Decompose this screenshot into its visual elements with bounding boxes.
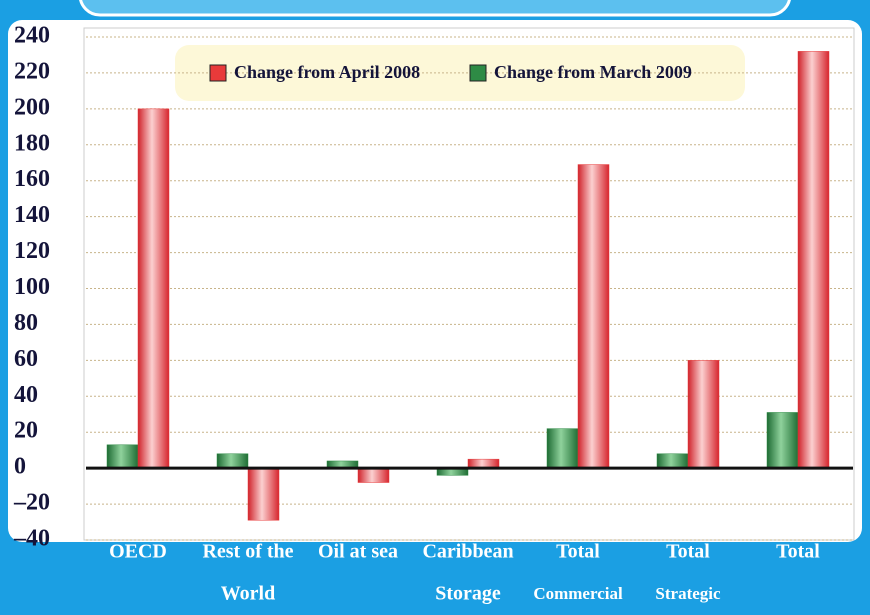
x-tick-label: OECD — [109, 541, 167, 563]
bar — [357, 467, 390, 483]
x-tick-label: Oil at sea — [318, 541, 398, 563]
legend-swatch — [469, 64, 487, 82]
y-tick-label: 80 — [14, 310, 38, 336]
y-tick-label: 180 — [14, 130, 50, 156]
legend-label: Change from April 2008 — [234, 62, 420, 82]
x-tick-label: Total — [666, 541, 710, 563]
x-tick-label: Strategic — [655, 584, 721, 603]
bar — [546, 428, 579, 469]
bar — [216, 453, 249, 469]
y-tick-label: –20 — [13, 490, 50, 516]
y-tick-label: 100 — [14, 274, 50, 300]
x-tick-label: Total — [556, 541, 600, 563]
y-tick-label: 20 — [14, 418, 38, 444]
plot-area — [83, 27, 855, 541]
y-tick-label: 200 — [14, 94, 50, 120]
title-banner — [79, 0, 791, 17]
bar — [577, 164, 610, 469]
x-tick-label: World — [221, 583, 275, 605]
x-tick-label: Rest of the — [202, 541, 293, 563]
bar — [106, 444, 139, 469]
y-tick-label: 220 — [14, 58, 50, 84]
legend-swatch — [209, 64, 227, 82]
x-tick-label: Commercial — [533, 584, 623, 603]
legend-label: Change from March 2009 — [494, 62, 692, 82]
bar — [137, 108, 170, 469]
bar — [247, 467, 280, 521]
bar — [656, 453, 689, 469]
y-tick-label: 140 — [14, 202, 50, 228]
bar — [766, 412, 799, 469]
bar — [797, 51, 830, 469]
y-tick-label: 0 — [14, 454, 26, 480]
y-tick-label: 60 — [14, 346, 38, 372]
y-tick-label: –40 — [13, 526, 50, 552]
y-tick-label: 240 — [14, 23, 50, 49]
bar — [687, 360, 720, 469]
y-tick-label: 120 — [14, 238, 50, 264]
x-tick-label: Total — [776, 541, 820, 563]
y-tick-label: 40 — [14, 382, 38, 408]
x-tick-label: Storage — [435, 583, 501, 605]
x-tick-label: Caribbean — [422, 541, 513, 563]
y-tick-label: 160 — [14, 166, 50, 192]
